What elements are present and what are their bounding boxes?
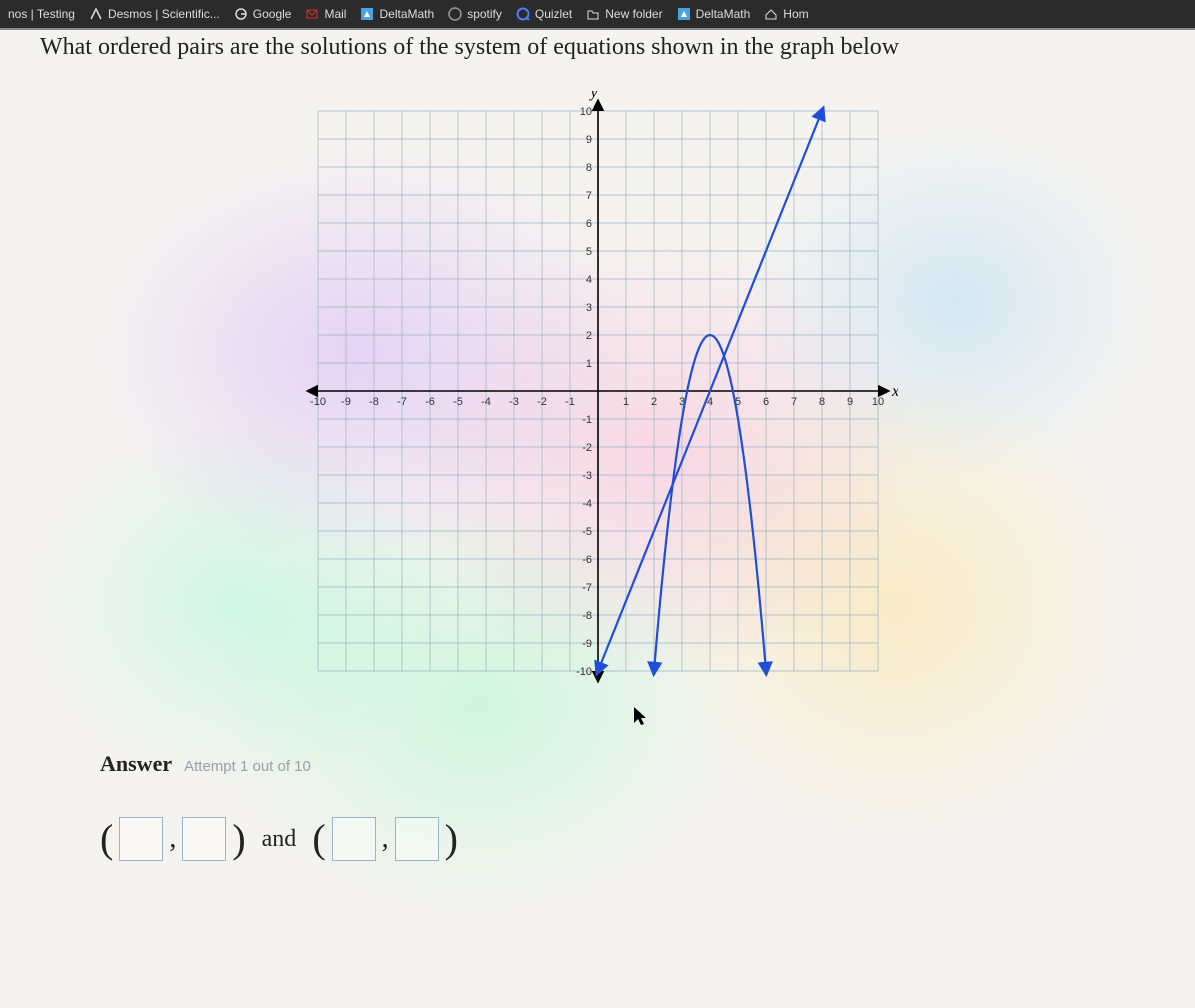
svg-text:-8: -8 [369,396,379,408]
svg-text:4: 4 [585,274,591,286]
svg-text:-1: -1 [565,396,575,408]
delta-icon [360,7,374,21]
svg-text:-5: -5 [453,396,463,408]
bookmark-item[interactable]: DeltaMath [677,7,751,21]
bookmark-item[interactable]: Google [234,7,292,21]
pair2-x-input[interactable] [332,817,376,861]
spotify-icon [448,7,462,21]
mail-icon [305,7,319,21]
svg-text:-3: -3 [509,396,519,408]
bookmark-label: New folder [605,7,662,21]
svg-text:-3: -3 [582,470,592,482]
paren-close: ) [445,819,458,859]
svg-text:3: 3 [585,302,591,314]
bookmark-label: Quizlet [535,7,572,21]
svg-text:7: 7 [585,190,591,202]
svg-text:-2: -2 [582,442,592,454]
folder-icon [586,7,600,21]
svg-text:-9: -9 [582,638,592,650]
svg-text:-1: -1 [582,414,592,426]
bookmark-item[interactable]: Mail [305,7,346,21]
pair1-x-input[interactable] [119,817,163,861]
comma: , [382,823,389,855]
google-icon [234,7,248,21]
svg-text:9: 9 [846,396,852,408]
svg-text:-7: -7 [582,582,592,594]
svg-text:1: 1 [585,358,591,370]
delta-icon [677,7,691,21]
svg-text:2: 2 [650,396,656,408]
svg-text:9: 9 [585,134,591,146]
paren-close: ) [232,819,245,859]
svg-text:-10: -10 [310,396,326,408]
svg-text:5: 5 [585,246,591,258]
svg-text:6: 6 [585,218,591,230]
question-text: What ordered pairs are the solutions of … [0,28,1195,61]
pair1-y-input[interactable] [182,817,226,861]
quizlet-icon [516,7,530,21]
bookmark-label: Google [253,7,292,21]
bookmark-label: nos | Testing [8,7,75,21]
bookmark-label: Desmos | Scientific... [108,7,220,21]
home-icon [764,7,778,21]
svg-text:8: 8 [585,162,591,174]
graph-container: -10 -9 -8 -7 -6 -5 -4 -3 -2 -1 1 2 3 4 5 6 7 8 9 10 -10 -9 -8 -… [298,91,898,691]
bookmark-item[interactable]: spotify [448,7,502,21]
bookmark-label: DeltaMath [379,7,434,21]
svg-text:x: x [891,383,898,400]
ordered-pair-inputs: ( , ) and ( , ) [100,817,1195,861]
bookmark-label: Mail [324,7,346,21]
bookmark-bar: nos | Testing Desmos | Scientific... Goo… [0,0,1195,28]
cursor-icon [634,707,650,727]
svg-text:10: 10 [579,106,591,118]
desmos-icon [89,7,103,21]
svg-text:-5: -5 [582,526,592,538]
paren-open: ( [312,819,325,859]
svg-text:7: 7 [790,396,796,408]
attempt-text: Attempt 1 out of 10 [184,758,311,775]
pair2-y-input[interactable] [395,817,439,861]
paren-open: ( [100,819,113,859]
bookmark-label: DeltaMath [696,7,751,21]
svg-text:1: 1 [622,396,628,408]
svg-text:10: 10 [871,396,883,408]
answer-section: Answer Attempt 1 out of 10 ( , ) and ( ,… [100,751,1195,861]
svg-text:y: y [588,91,598,101]
bookmark-item[interactable]: DeltaMath [360,7,434,21]
svg-text:-8: -8 [582,610,592,622]
coordinate-graph: -10 -9 -8 -7 -6 -5 -4 -3 -2 -1 1 2 3 4 5 6 7 8 9 10 -10 -9 -8 -… [298,91,898,691]
svg-text:-9: -9 [341,396,351,408]
bookmark-item[interactable]: nos | Testing [8,7,75,21]
answer-label: Answer [100,751,172,777]
svg-text:-10: -10 [576,666,592,678]
svg-text:2: 2 [585,330,591,342]
bookmark-item[interactable]: New folder [586,7,662,21]
bookmark-item[interactable]: Hom [764,7,808,21]
svg-text:-4: -4 [481,396,491,408]
svg-text:-7: -7 [397,396,407,408]
svg-text:-6: -6 [582,554,592,566]
bookmark-item[interactable]: Quizlet [516,7,572,21]
svg-text:8: 8 [818,396,824,408]
svg-text:-2: -2 [537,396,547,408]
bookmark-label: Hom [783,7,808,21]
svg-text:-4: -4 [582,498,592,510]
svg-text:6: 6 [762,396,768,408]
comma: , [169,823,176,855]
bookmark-label: spotify [467,7,502,21]
svg-text:-6: -6 [425,396,435,408]
and-text: and [262,826,297,853]
bookmark-item[interactable]: Desmos | Scientific... [89,7,220,21]
